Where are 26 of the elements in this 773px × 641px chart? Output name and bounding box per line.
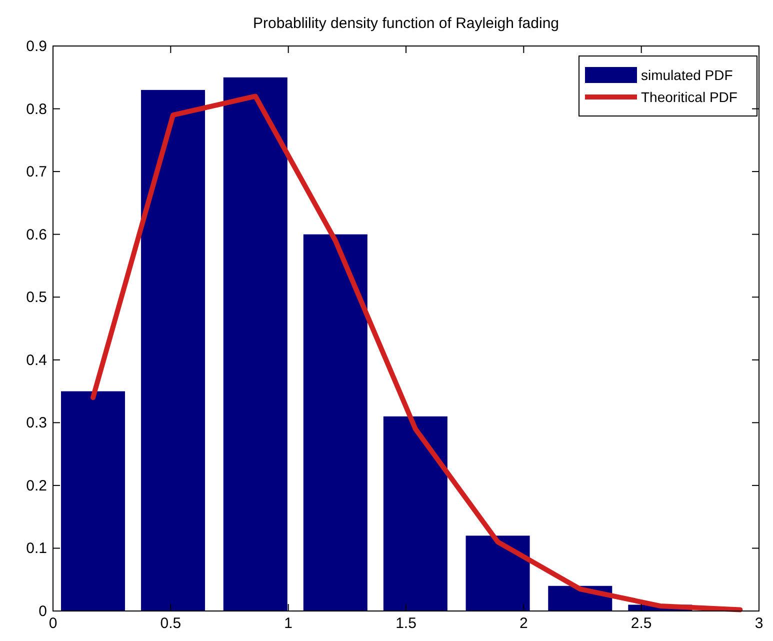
y-tick-label: 0.8 <box>26 100 47 118</box>
chart-title: Probablility density function of Rayleigh fading <box>252 15 560 32</box>
y-tick-label: 0.1 <box>26 540 47 558</box>
y-tick-label: 0.5 <box>26 289 47 306</box>
y-tick-label: 0.9 <box>26 38 47 55</box>
x-tick-label: 2.5 <box>630 615 652 632</box>
bar <box>383 416 448 611</box>
x-tick-label: 0.5 <box>160 615 182 632</box>
y-tick-label: 0.6 <box>26 226 47 244</box>
x-tick-label: 0 <box>48 615 58 632</box>
bar <box>61 391 126 611</box>
x-tick-label: 1 <box>284 615 293 632</box>
x-tick-label: 1.5 <box>396 615 416 632</box>
legend-label: simulated PDF <box>641 67 733 83</box>
bar <box>466 536 530 611</box>
y-tick-label: 0.2 <box>26 477 47 494</box>
y-tick-label: 0.3 <box>26 414 47 432</box>
bar <box>141 90 206 611</box>
bar <box>223 77 288 611</box>
y-tick-label: 0.4 <box>26 352 47 369</box>
x-tick-label: 2 <box>519 615 528 632</box>
y-tick-label: 0 <box>38 603 47 620</box>
bar <box>303 234 368 611</box>
legend-label: Theoritical PDF <box>641 89 738 105</box>
x-tick-label: 3 <box>754 615 764 632</box>
y-tick-label: 0.7 <box>26 164 47 181</box>
